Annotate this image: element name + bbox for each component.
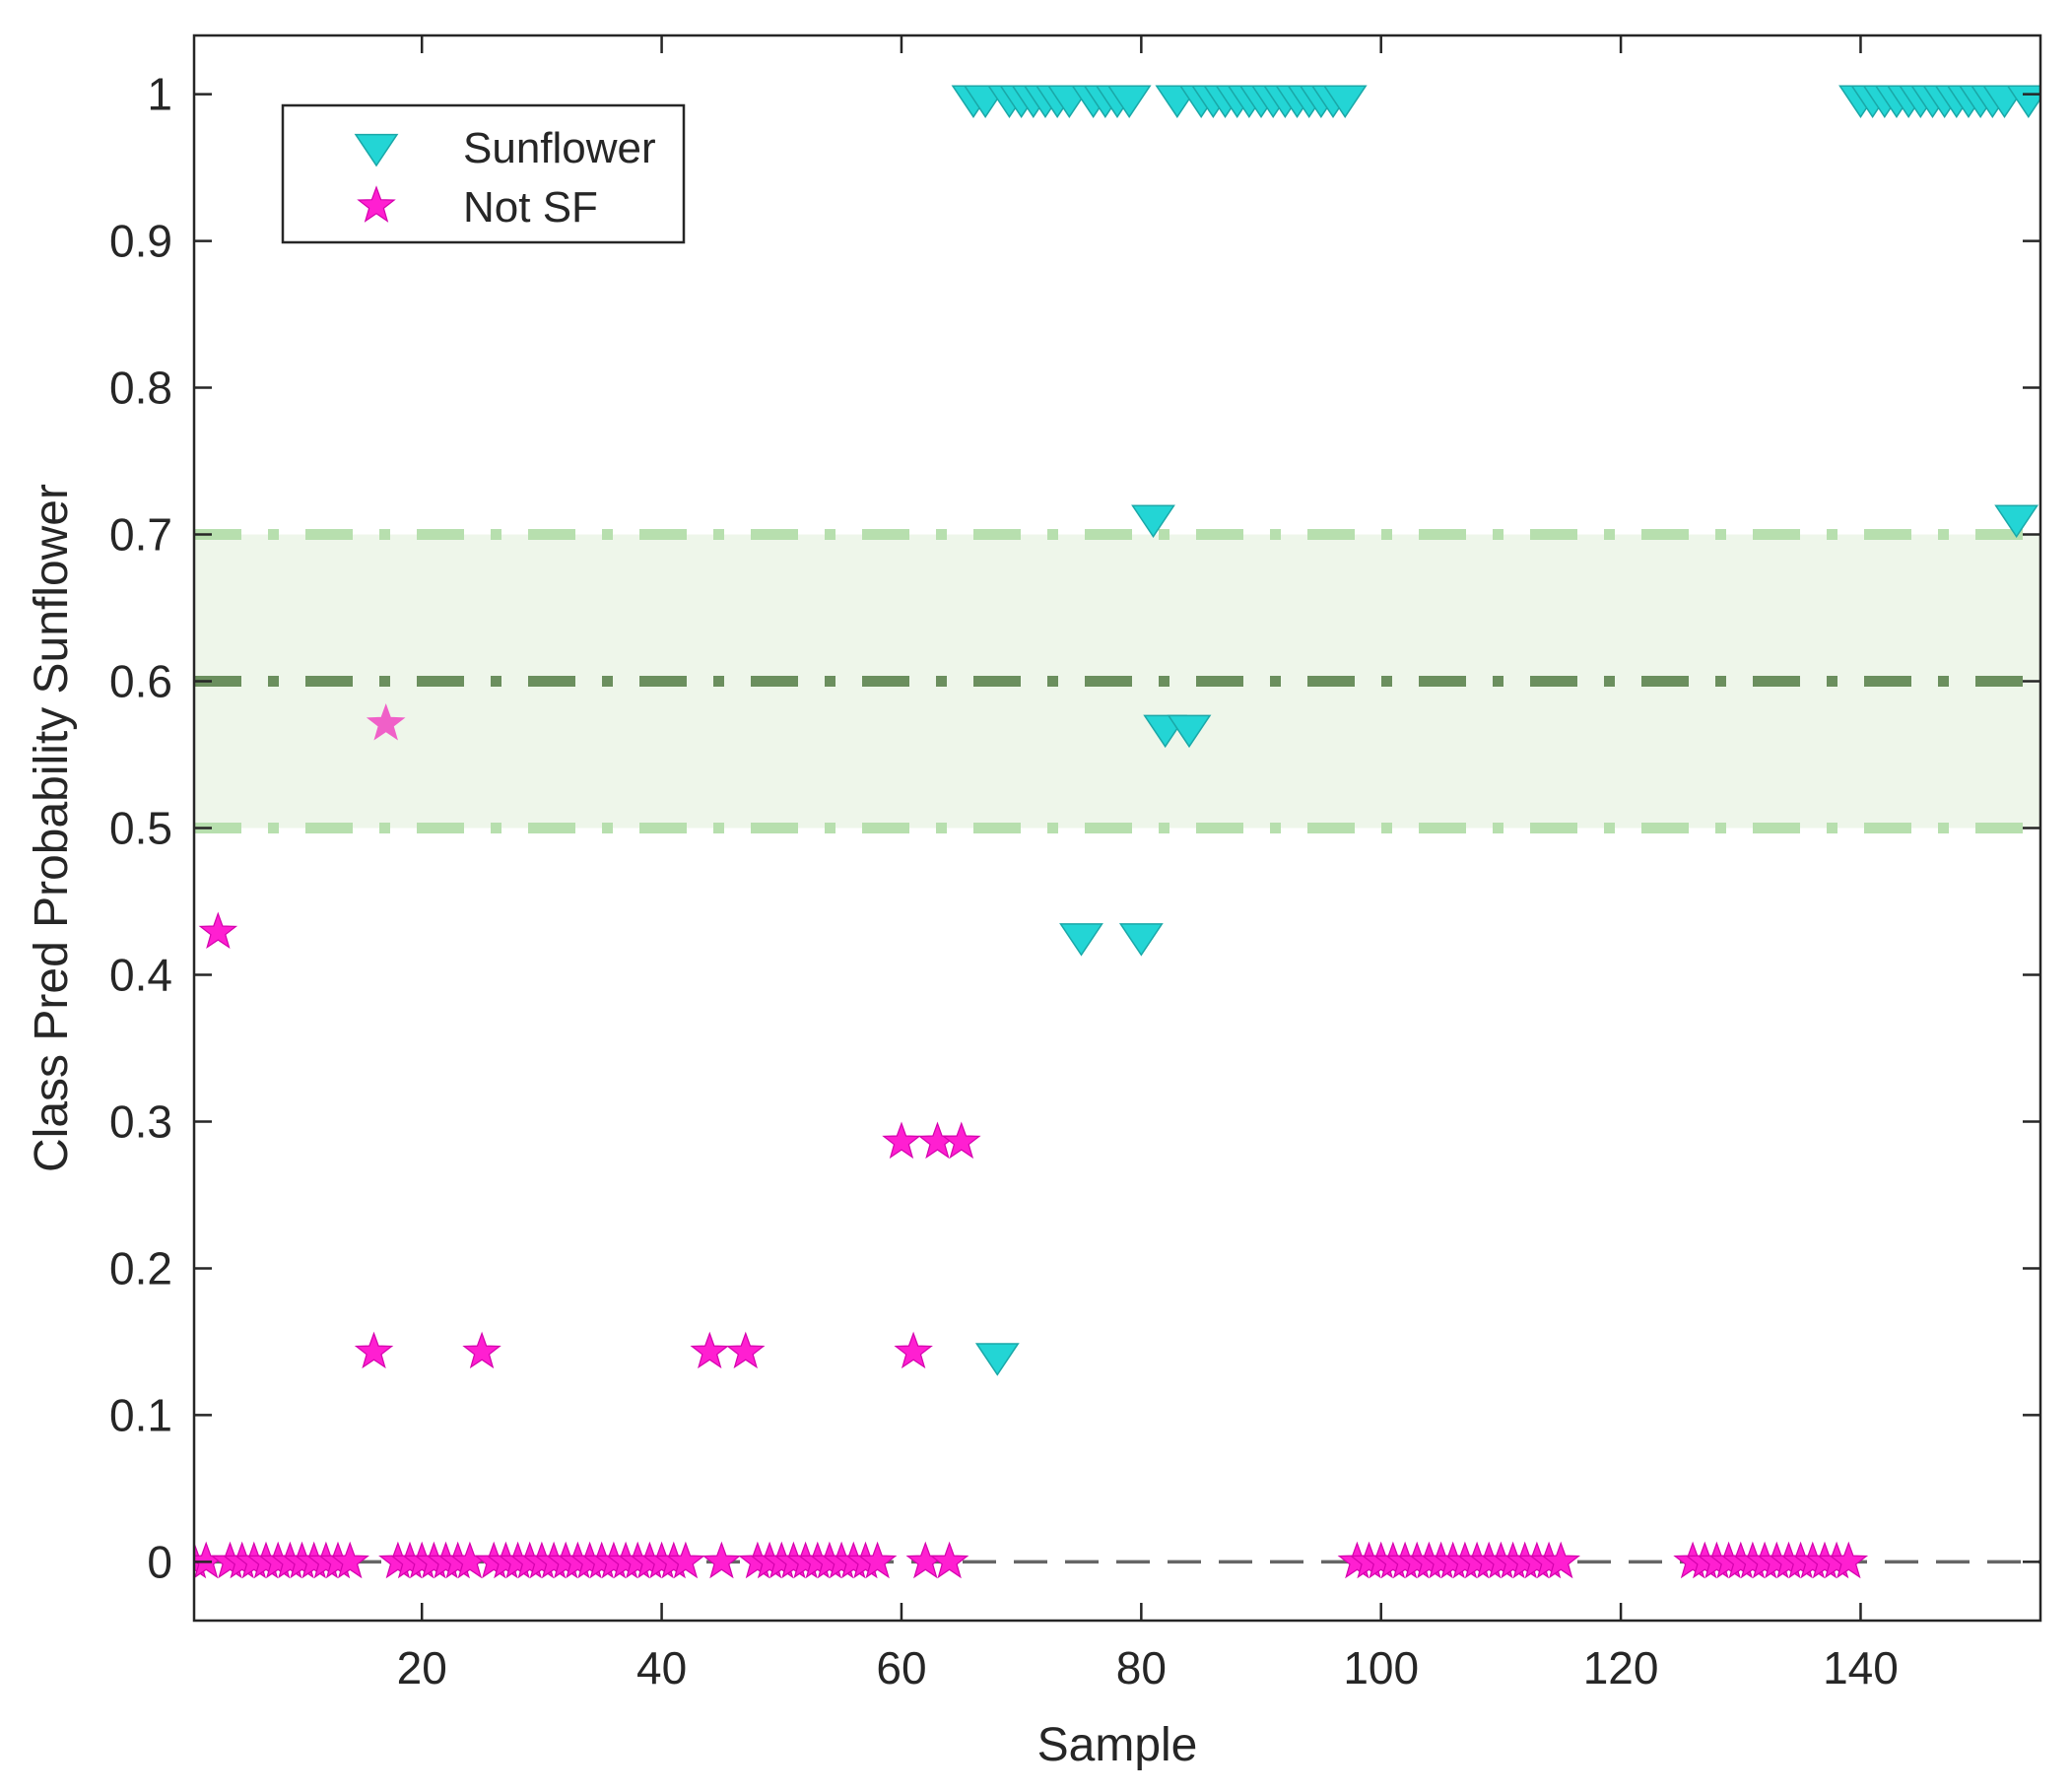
threshold-band: [194, 529, 2040, 833]
x-tick-label: 120: [1583, 1642, 1659, 1693]
legend-marker-triangle-icon: [354, 133, 399, 167]
star-point: [726, 1331, 766, 1369]
legend-triangle-shape: [354, 133, 399, 167]
triangle-point: [974, 1343, 1020, 1376]
triangle-point: [1059, 923, 1103, 957]
x-tick-label: 60: [876, 1642, 926, 1693]
triangle-point: [1322, 85, 1368, 118]
y-tick-label: 1: [147, 69, 172, 120]
star-point: [882, 1121, 921, 1160]
series-sunflower: [951, 85, 2040, 1376]
legend-entry-not-sf: Not SF: [357, 183, 598, 232]
star-point: [198, 911, 238, 950]
star-point: [1541, 1541, 1580, 1579]
highlighted-star-point: [366, 702, 406, 741]
x-axis-label: Sample: [1037, 1719, 1198, 1771]
x-tick-label: 100: [1343, 1642, 1419, 1693]
star-point: [1829, 1541, 1869, 1579]
y-tick-label: 0.4: [109, 949, 172, 1000]
star-point: [701, 1541, 742, 1579]
legend-marker-star-icon: [357, 185, 396, 223]
axis-ticks: 20 40 60 80 100 120 140 0 0.1 0.2 0.3 0.4 0.5 0.6 0.7 0…: [109, 35, 2040, 1693]
star-point: [330, 1541, 369, 1579]
y-tick-label: 0.6: [109, 656, 172, 707]
star-point: [666, 1541, 705, 1579]
triangle-point: [1167, 714, 1212, 749]
y-tick-label: 0.1: [109, 1389, 172, 1440]
star-point: [942, 1121, 981, 1160]
star-point: [462, 1331, 501, 1369]
legend-label-not-sf: Not SF: [463, 183, 598, 232]
star-point: [354, 1331, 394, 1369]
legend-star-shape: [357, 185, 396, 223]
triangle-point: [1131, 504, 1175, 539]
y-tick-label: 0.3: [109, 1095, 172, 1147]
triangle-point: [1118, 923, 1164, 957]
star-point: [857, 1541, 898, 1579]
y-tick-label: 0: [147, 1536, 172, 1587]
triangle-point: [1994, 504, 2039, 539]
y-tick-label: 0.8: [109, 363, 172, 414]
y-tick-label: 0.2: [109, 1242, 172, 1294]
series-not-sf: [194, 911, 1869, 1579]
star-point: [929, 1541, 969, 1579]
x-tick-label: 20: [397, 1642, 447, 1693]
x-tick-label: 40: [636, 1642, 687, 1693]
legend-box: [281, 103, 686, 244]
y-axis-label: Class Pred Probability Sunflower: [26, 484, 78, 1172]
triangle-point: [1106, 85, 1152, 118]
y-tick-label: 0.5: [109, 803, 172, 854]
y-tick-label: 0.7: [109, 509, 172, 561]
legend: Sunflower Not SF: [281, 103, 686, 244]
star-point: [690, 1331, 729, 1369]
data-points: [194, 85, 2040, 1579]
legend-entry-sunflower: Sunflower: [354, 124, 656, 172]
x-tick-label: 140: [1823, 1642, 1899, 1693]
star-point: [894, 1331, 933, 1369]
y-tick-label: 0.9: [109, 216, 172, 267]
x-tick-label: 80: [1116, 1642, 1167, 1693]
legend-label-sunflower: Sunflower: [463, 124, 656, 172]
